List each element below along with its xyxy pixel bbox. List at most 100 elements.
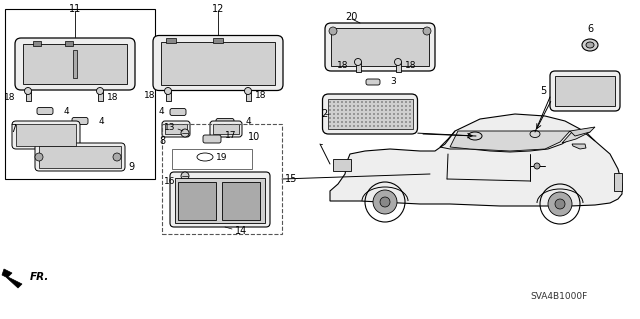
Circle shape — [377, 101, 379, 103]
Bar — [161, 41, 275, 85]
Circle shape — [200, 216, 202, 218]
Circle shape — [380, 197, 390, 207]
Circle shape — [185, 198, 187, 200]
Circle shape — [180, 198, 182, 200]
Text: 4: 4 — [99, 116, 104, 125]
Circle shape — [24, 87, 31, 94]
Text: 14: 14 — [235, 226, 247, 236]
Circle shape — [353, 117, 355, 119]
Circle shape — [397, 117, 399, 119]
Circle shape — [357, 121, 359, 123]
Circle shape — [393, 121, 395, 123]
Circle shape — [185, 192, 187, 194]
Circle shape — [385, 109, 387, 111]
Circle shape — [164, 87, 172, 94]
Ellipse shape — [588, 79, 612, 103]
Circle shape — [555, 199, 565, 209]
Circle shape — [337, 109, 339, 111]
Bar — [166, 91, 170, 101]
Circle shape — [205, 198, 207, 200]
Ellipse shape — [586, 42, 594, 48]
Circle shape — [329, 121, 331, 123]
Bar — [213, 124, 239, 134]
Circle shape — [397, 109, 399, 111]
Circle shape — [365, 101, 367, 103]
Circle shape — [401, 117, 403, 119]
Circle shape — [200, 186, 202, 188]
Circle shape — [190, 186, 192, 188]
FancyBboxPatch shape — [35, 143, 125, 171]
Circle shape — [409, 117, 411, 119]
Circle shape — [361, 105, 363, 107]
Ellipse shape — [208, 49, 228, 71]
Bar — [26, 91, 31, 101]
Circle shape — [195, 210, 197, 212]
Ellipse shape — [165, 43, 195, 77]
Circle shape — [377, 105, 379, 107]
Circle shape — [349, 101, 351, 103]
FancyBboxPatch shape — [15, 38, 135, 90]
Circle shape — [361, 125, 363, 127]
Circle shape — [337, 125, 339, 127]
Circle shape — [373, 190, 397, 214]
Circle shape — [35, 153, 43, 161]
Circle shape — [373, 113, 375, 115]
Circle shape — [389, 113, 391, 115]
Circle shape — [180, 204, 182, 206]
Bar — [5, 9, 155, 179]
Circle shape — [401, 101, 403, 103]
Text: 19: 19 — [216, 152, 227, 161]
Circle shape — [337, 113, 339, 115]
Circle shape — [405, 117, 407, 119]
Ellipse shape — [563, 84, 577, 98]
Circle shape — [409, 105, 411, 107]
FancyBboxPatch shape — [366, 79, 380, 85]
Circle shape — [409, 101, 411, 103]
Text: 18: 18 — [405, 61, 417, 70]
Circle shape — [210, 216, 212, 218]
Circle shape — [377, 117, 379, 119]
Circle shape — [389, 109, 391, 111]
Circle shape — [345, 101, 347, 103]
Circle shape — [389, 101, 391, 103]
Circle shape — [409, 125, 411, 127]
Circle shape — [361, 113, 363, 115]
Circle shape — [341, 113, 343, 115]
Circle shape — [381, 117, 383, 119]
Circle shape — [365, 117, 367, 119]
Text: 20: 20 — [345, 12, 357, 22]
Circle shape — [329, 117, 331, 119]
Circle shape — [397, 113, 399, 115]
Circle shape — [341, 109, 343, 111]
Circle shape — [361, 121, 363, 123]
Circle shape — [333, 121, 335, 123]
Circle shape — [333, 125, 335, 127]
Bar — [73, 50, 77, 78]
FancyBboxPatch shape — [216, 118, 234, 125]
Circle shape — [195, 216, 197, 218]
Circle shape — [97, 87, 104, 94]
Text: 17: 17 — [225, 131, 237, 140]
Text: 18: 18 — [3, 93, 15, 101]
Circle shape — [205, 210, 207, 212]
Circle shape — [401, 125, 403, 127]
Circle shape — [534, 163, 540, 169]
Circle shape — [385, 125, 387, 127]
Circle shape — [181, 129, 189, 137]
Circle shape — [385, 105, 387, 107]
Circle shape — [397, 125, 399, 127]
Circle shape — [345, 105, 347, 107]
Circle shape — [381, 109, 383, 111]
Circle shape — [195, 186, 197, 188]
Bar — [355, 62, 360, 72]
FancyBboxPatch shape — [210, 121, 242, 137]
Bar — [162, 124, 282, 234]
Text: 9: 9 — [128, 162, 134, 172]
Circle shape — [393, 109, 395, 111]
Circle shape — [353, 113, 355, 115]
Circle shape — [389, 121, 391, 123]
Bar — [222, 182, 260, 220]
Circle shape — [548, 192, 572, 216]
Circle shape — [369, 101, 371, 103]
Circle shape — [349, 121, 351, 123]
